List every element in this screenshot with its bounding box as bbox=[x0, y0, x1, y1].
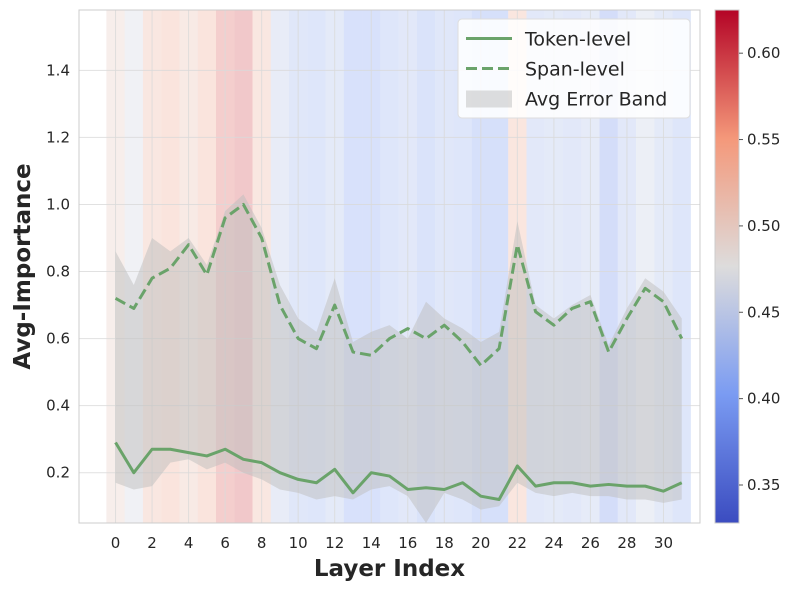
colorbar bbox=[714, 9, 740, 524]
x-tick-label: 4 bbox=[184, 534, 194, 552]
y-tick-label: 1.4 bbox=[46, 61, 70, 79]
colorbar-tick-label: 0.50 bbox=[747, 217, 780, 235]
y-tick-label: 0.4 bbox=[46, 397, 70, 415]
x-tick-label: 30 bbox=[654, 534, 673, 552]
legend-box bbox=[457, 18, 691, 119]
legend: Token-level Span-level Avg Error Band bbox=[457, 18, 691, 119]
token-level-line bbox=[114, 441, 683, 502]
y-tick-labels: 0.2 0.4 0.6 0.8 1.0 1.2 1.4 bbox=[46, 61, 70, 481]
colorbar-tick-label: 0.45 bbox=[747, 303, 780, 321]
y-axis-label: Avg-Importance bbox=[10, 163, 36, 369]
x-tick-label: 20 bbox=[471, 534, 490, 552]
error-band-area bbox=[115, 194, 682, 523]
x-tick-label: 6 bbox=[220, 534, 230, 552]
series-lines bbox=[114, 202, 684, 502]
x-tick-label: 10 bbox=[289, 534, 308, 552]
legend-token-level-label: Token-level bbox=[524, 29, 631, 51]
colorbar-ticks: 0.35 0.40 0.45 0.50 0.55 0.60 bbox=[739, 44, 780, 494]
y-tick-label: 0.8 bbox=[46, 263, 70, 281]
x-tick-label: 14 bbox=[362, 534, 381, 552]
x-tick-label: 18 bbox=[435, 534, 454, 552]
legend-error-band-swatch bbox=[466, 90, 512, 108]
plot-frame bbox=[78, 9, 701, 524]
x-tick-label: 24 bbox=[544, 534, 563, 552]
colorbar-tick-label: 0.35 bbox=[747, 476, 780, 494]
error-band bbox=[115, 194, 682, 523]
x-tick-labels: 0 2 4 6 8 10 12 14 16 18 20 22 24 26 28 30 bbox=[111, 534, 673, 552]
x-tick-label: 28 bbox=[617, 534, 636, 552]
span-level-line bbox=[114, 202, 684, 367]
colorbar-tick-label: 0.40 bbox=[747, 390, 780, 408]
x-tick-label: 8 bbox=[257, 534, 267, 552]
y-tick-label: 0.6 bbox=[46, 330, 70, 348]
x-tick-label: 16 bbox=[398, 534, 417, 552]
y-tick-label: 1.0 bbox=[46, 195, 70, 213]
colorbar-tick-label: 0.60 bbox=[747, 44, 780, 62]
x-tick-label: 2 bbox=[147, 534, 157, 552]
colorbar-tick-label: 0.55 bbox=[747, 131, 780, 149]
x-tick-label: 12 bbox=[325, 534, 344, 552]
y-tick-label: 0.2 bbox=[46, 464, 70, 482]
x-axis-label: Layer Index bbox=[314, 556, 465, 582]
legend-span-level-label: Span-level bbox=[525, 59, 625, 81]
x-tick-label: 0 bbox=[111, 534, 121, 552]
x-tick-label: 26 bbox=[581, 534, 600, 552]
legend-error-band-label: Avg Error Band bbox=[525, 89, 667, 111]
y-tick-label: 1.2 bbox=[46, 128, 70, 146]
x-tick-label: 22 bbox=[508, 534, 527, 552]
